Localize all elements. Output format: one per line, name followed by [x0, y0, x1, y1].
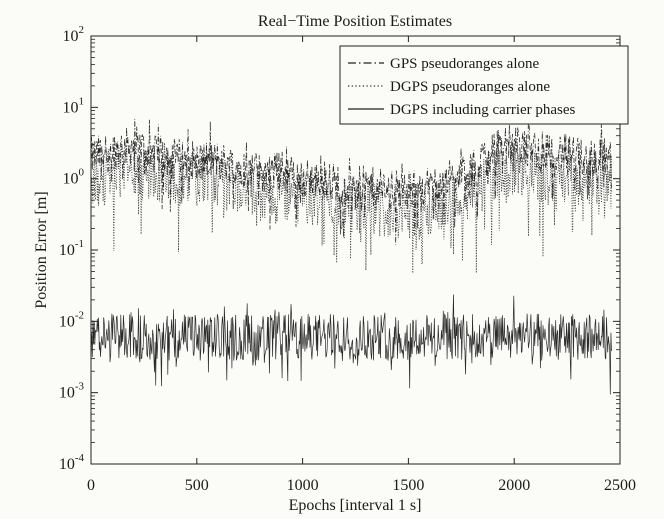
x-tick-label: 1500	[392, 477, 424, 494]
y-tick-label: 10-2	[59, 309, 84, 330]
x-tick-label: 500	[185, 477, 209, 494]
y-tick-label: 10-4	[59, 452, 85, 473]
y-tick-label: 100	[63, 167, 85, 188]
x-tick-label: 1000	[287, 477, 319, 494]
series-line-3	[90, 294, 612, 395]
series-layer	[90, 117, 612, 395]
y-axis-label: Position Error [m]	[33, 191, 50, 308]
series-line-2	[90, 129, 612, 274]
chart-title: Real−Time Position Estimates	[258, 13, 452, 30]
legend-label-gps: GPS pseudoranges alone	[390, 56, 539, 72]
x-axis-label: Epochs [interval 1 s]	[289, 497, 422, 514]
x-tick-label: 0	[87, 477, 95, 494]
x-tick-label: 2500	[604, 477, 636, 494]
y-tick-label: 102	[63, 24, 85, 45]
y-tick-label: 101	[63, 95, 85, 116]
legend-label-carrier: DGPS including carrier phases	[390, 102, 576, 118]
y-tick-label: 10-3	[59, 381, 85, 402]
x-tick-label: 2000	[498, 477, 530, 494]
legend-box	[339, 45, 629, 125]
y-tick-label: 10-1	[59, 238, 84, 259]
series-line-1	[90, 117, 612, 245]
legend-label-dgps: DGPS pseudoranges alone	[390, 79, 550, 95]
legend: GPS pseudoranges alone DGPS pseudoranges…	[339, 45, 629, 125]
